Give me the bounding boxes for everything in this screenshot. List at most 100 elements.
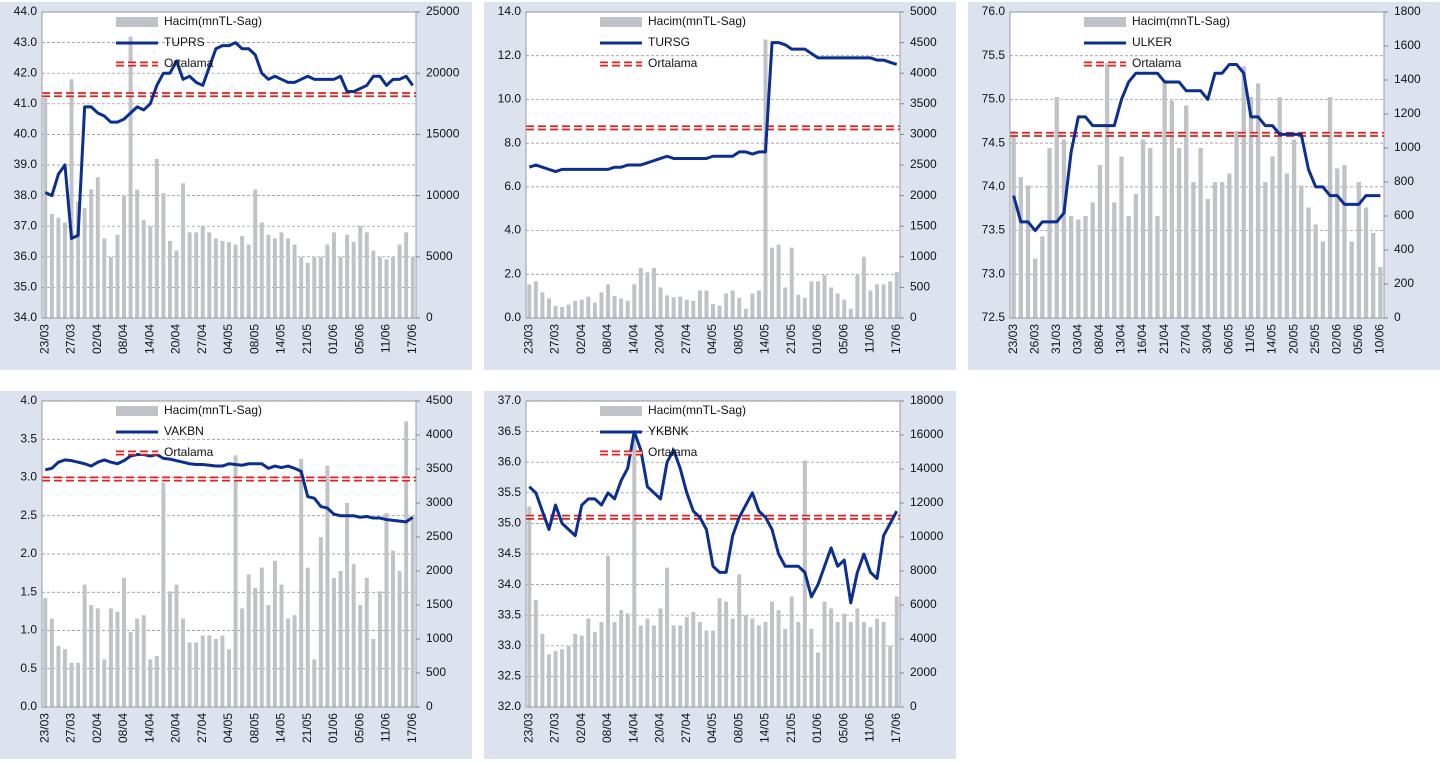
x-tick-label: 14/04 xyxy=(142,713,156,743)
volume-bar xyxy=(345,234,350,318)
x-tick-label: 08/05 xyxy=(247,324,261,354)
volume-bar xyxy=(213,639,218,707)
x-tick-label: 01/06 xyxy=(326,713,340,743)
x-tick-label: 04/05 xyxy=(221,713,235,743)
x-tick-label: 11/06 xyxy=(379,324,393,353)
x-tick-label: 14/05 xyxy=(274,713,288,743)
volume-bar xyxy=(233,244,238,318)
y-tick-label: 34.5 xyxy=(498,546,522,560)
y-tick-label: 40.0 xyxy=(14,127,38,141)
volume-bar xyxy=(809,281,814,318)
volume-bar xyxy=(1248,97,1254,318)
volume-bar xyxy=(665,295,670,318)
volume-bar xyxy=(861,622,866,707)
volume-bar xyxy=(573,300,578,318)
x-tick-label: 23/03 xyxy=(521,713,535,743)
y2-tick-label: 16000 xyxy=(910,427,944,441)
y-tick-label: 33.0 xyxy=(498,638,522,652)
y-tick-label: 35.5 xyxy=(498,485,522,499)
volume-bar xyxy=(1061,139,1067,318)
volume-bar xyxy=(102,659,107,707)
x-tick-label: 11/05 xyxy=(1243,324,1257,353)
volume-bar xyxy=(1155,216,1160,318)
x-tick-label: 14/05 xyxy=(758,324,772,354)
volume-bar xyxy=(246,244,251,318)
volume-bar xyxy=(200,635,205,707)
volume-bar xyxy=(802,297,807,318)
volume-bar xyxy=(546,654,551,707)
volume-bar xyxy=(128,36,133,318)
volume-bar xyxy=(397,244,402,318)
x-tick-label: 17/06 xyxy=(889,324,903,354)
volume-bar xyxy=(888,281,893,318)
legend-label: Ortalama xyxy=(1132,56,1182,70)
y2-tick-label: 1400 xyxy=(1394,72,1421,86)
legend-label: ULKER xyxy=(1132,35,1172,49)
volume-bar xyxy=(410,256,415,318)
volume-bar xyxy=(829,608,834,707)
volume-bar xyxy=(1291,139,1297,318)
volume-bar xyxy=(586,618,591,707)
volume-bar xyxy=(783,287,788,318)
volume-bar xyxy=(1356,182,1361,318)
legend-swatch xyxy=(116,406,158,416)
y2-tick-label: 0 xyxy=(426,310,433,324)
volume-bar xyxy=(612,295,617,318)
volume-bar xyxy=(1241,66,1246,319)
volume-bar xyxy=(1349,241,1354,318)
y2-tick-label: 3500 xyxy=(426,461,453,475)
y-tick-label: 1.5 xyxy=(20,584,37,598)
volume-bar xyxy=(253,588,258,707)
volume-bar xyxy=(632,284,637,318)
y-tick-label: 4.0 xyxy=(504,223,521,237)
volume-bar xyxy=(599,622,604,707)
volume-bar xyxy=(717,598,722,707)
y-tick-label: 0.0 xyxy=(504,310,521,324)
volume-bar xyxy=(1076,219,1081,318)
volume-bar xyxy=(1327,97,1333,318)
legend-label: TUPRS xyxy=(164,35,205,49)
volume-bar xyxy=(181,618,186,707)
volume-bar xyxy=(62,649,67,707)
volume-bar xyxy=(763,622,768,707)
volume-bar xyxy=(1126,216,1131,318)
volume-bar xyxy=(711,303,715,318)
volume-bar xyxy=(553,305,558,318)
x-tick-label: 05/06 xyxy=(1351,324,1365,354)
y2-tick-label: 400 xyxy=(1394,242,1414,256)
volume-bar xyxy=(305,567,310,707)
volume-bar xyxy=(49,618,54,707)
price-line xyxy=(44,41,414,240)
y2-tick-label: 2500 xyxy=(426,529,453,543)
volume-bar xyxy=(743,308,748,318)
volume-bar xyxy=(266,234,271,318)
volume-bar xyxy=(1191,182,1196,318)
y2-tick-label: 0 xyxy=(910,699,917,713)
chart-panel: 34.0 35.0 36.0 37.0 38.0 39.0 40.0 41.0 42.0 43.0… xyxy=(0,2,472,370)
y-tick-label: 3.0 xyxy=(20,470,37,484)
legend-label: Hacim(mnTL-Sag) xyxy=(164,403,262,417)
y-tick-label: 6.0 xyxy=(504,179,521,193)
volume-bar xyxy=(835,622,840,707)
legend-swatch xyxy=(116,17,158,27)
volume-bar xyxy=(233,455,238,707)
y2-tick-label: 1000 xyxy=(910,249,937,263)
volume-bar xyxy=(533,281,538,318)
volume-bar xyxy=(737,574,742,707)
y2-tick-label: 12000 xyxy=(910,495,944,509)
x-tick-label: 02/04 xyxy=(90,713,104,743)
x-tick-label: 27/04 xyxy=(679,324,693,354)
x-tick-label: 02/04 xyxy=(574,713,588,743)
volume-bar xyxy=(632,435,637,707)
y2-tick-label: 0 xyxy=(426,699,433,713)
volume-bar xyxy=(704,630,709,707)
volume-bar xyxy=(286,618,291,707)
y-tick-label: 39.0 xyxy=(14,157,38,171)
y-tick-label: 43.0 xyxy=(14,35,38,49)
y-tick-label: 75.0 xyxy=(982,92,1006,106)
volume-bar xyxy=(658,608,663,707)
plot-border xyxy=(41,11,417,319)
volume-bar xyxy=(592,632,597,707)
volume-bar xyxy=(888,645,893,707)
volume-bar xyxy=(868,290,873,318)
